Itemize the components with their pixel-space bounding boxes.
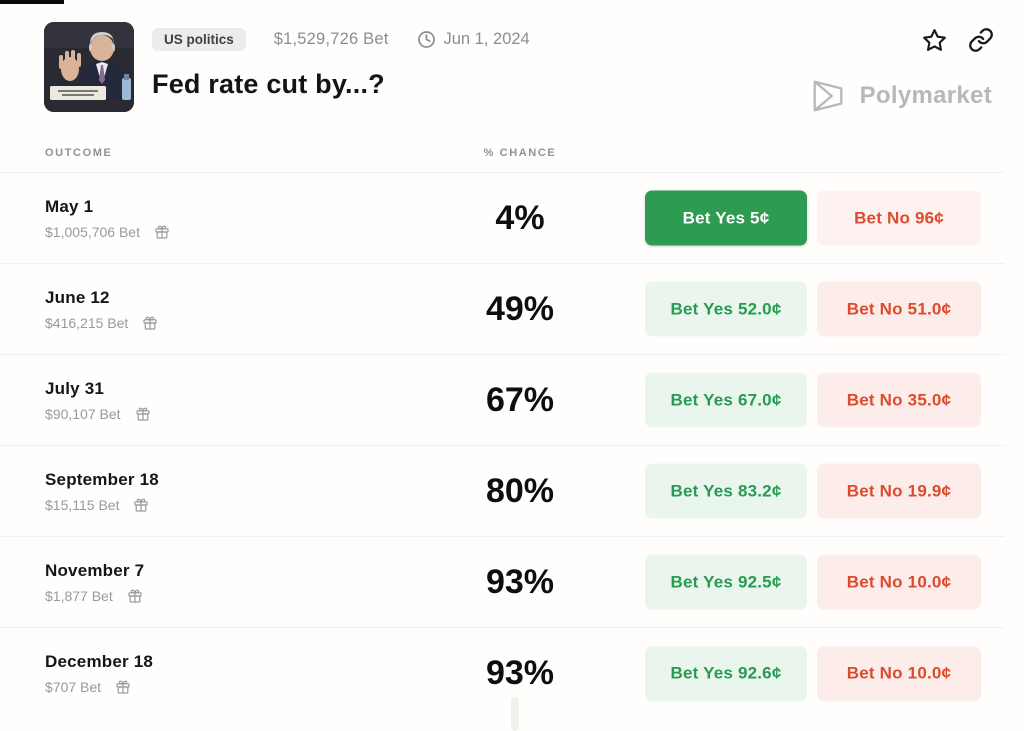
outcome-name: December 18 — [45, 652, 154, 671]
header-actions — [921, 27, 994, 59]
table-row: June 12 $416,215 Bet 49% Bet Yes 52.0¢ B… — [0, 264, 1005, 355]
outcome-name: November 7 — [45, 560, 145, 580]
bet-amount: $15,115 Bet — [45, 496, 120, 513]
bet-yes-button[interactable]: Bet Yes 92.5¢ — [645, 554, 807, 610]
polymarket-logo-mark — [813, 80, 843, 112]
chance-value: 93% — [485, 562, 555, 601]
polymarket-wordmark: Polymarket — [859, 82, 992, 109]
chance-value: 93% — [485, 654, 555, 692]
gift-icon — [134, 498, 149, 512]
column-header-chance: % CHANCE — [483, 147, 557, 159]
outcome-cell: June 12 $416,215 Bet — [45, 288, 395, 331]
outcome-name: June 12 — [45, 287, 110, 307]
chance-value: 4% — [495, 198, 545, 237]
column-header-outcome: OUTCOME — [45, 147, 113, 159]
star-icon[interactable] — [921, 27, 948, 59]
link-icon[interactable] — [968, 27, 994, 59]
gift-icon — [155, 225, 169, 239]
total-bet-amount: $1,529,726 Bet — [273, 30, 389, 48]
bet-no-button[interactable]: Bet No 51.0¢ — [817, 281, 981, 337]
market-date-label: Jun 1, 2024 — [443, 30, 530, 48]
polymarket-logo[interactable]: Polymarket — [808, 77, 992, 115]
outcome-cell: December 18 $707 Bet — [45, 652, 395, 695]
bet-yes-button[interactable]: Bet Yes 83.2¢ — [645, 463, 807, 519]
table-row: November 7 $1,877 Bet 93% Bet Yes 92.5¢ … — [0, 537, 1005, 628]
gift-icon — [128, 589, 142, 603]
bet-amount: $1,877 Bet — [45, 587, 113, 604]
chance-value: 67% — [485, 380, 555, 419]
bet-yes-button[interactable]: Bet Yes 5¢ — [645, 190, 807, 246]
gift-icon — [143, 316, 157, 330]
outcome-cell: November 7 $1,877 Bet — [45, 561, 395, 604]
bet-no-button[interactable]: Bet No 19.9¢ — [817, 463, 981, 519]
chance-value: 80% — [485, 471, 555, 510]
market-title: Fed rate cut by...? — [152, 69, 385, 99]
market-avatar — [44, 22, 134, 112]
clock-icon — [417, 31, 435, 48]
outcome-name: September 18 — [45, 469, 159, 489]
outcome-cell: July 31 $90,107 Bet — [45, 379, 395, 422]
bet-no-button[interactable]: Bet No 35.0¢ — [817, 372, 981, 428]
top-edge-artifact — [0, 0, 64, 4]
bet-amount: $90,107 Bet — [45, 405, 121, 422]
outcome-name: July 31 — [45, 378, 105, 398]
table-row: September 18 $15,115 Bet 80% Bet Yes 83.… — [0, 446, 1005, 537]
bet-amount: $707 Bet — [45, 679, 102, 695]
bet-yes-button[interactable]: Bet Yes 92.6¢ — [645, 646, 807, 701]
outcome-list: May 1 $1,005,706 Bet 4% Bet Yes 5¢ Bet N… — [0, 173, 1024, 719]
bet-no-button[interactable]: Bet No 10.0¢ — [817, 646, 981, 701]
outcome-name: May 1 — [45, 196, 94, 216]
bet-no-button[interactable]: Bet No 96¢ — [817, 190, 981, 246]
outcome-cell: May 1 $1,005,706 Bet — [45, 197, 395, 240]
scrollbar-thumb[interactable] — [511, 697, 519, 731]
table-row: December 18 $707 Bet 93% Bet Yes 92.6¢ B… — [0, 628, 1005, 719]
bet-no-button[interactable]: Bet No 10.0¢ — [817, 554, 981, 610]
table-row: May 1 $1,005,706 Bet 4% Bet Yes 5¢ Bet N… — [0, 173, 1005, 264]
table-row: July 31 $90,107 Bet 67% Bet Yes 67.0¢ Be… — [0, 355, 1005, 446]
bet-amount: $416,215 Bet — [45, 314, 129, 331]
gift-icon — [135, 407, 150, 421]
market-end-date: Jun 1, 2024 — [417, 30, 530, 49]
bet-yes-button[interactable]: Bet Yes 67.0¢ — [645, 372, 807, 428]
gift-icon — [116, 680, 130, 694]
avatar-illustration — [44, 22, 134, 112]
category-tag[interactable]: US politics — [152, 27, 246, 52]
chance-value: 49% — [485, 289, 555, 328]
outcome-cell: September 18 $15,115 Bet — [45, 470, 395, 513]
bet-amount: $1,005,706 Bet — [45, 223, 140, 240]
table-header: OUTCOME % CHANCE — [0, 147, 1005, 173]
bet-yes-button[interactable]: Bet Yes 52.0¢ — [645, 281, 807, 337]
